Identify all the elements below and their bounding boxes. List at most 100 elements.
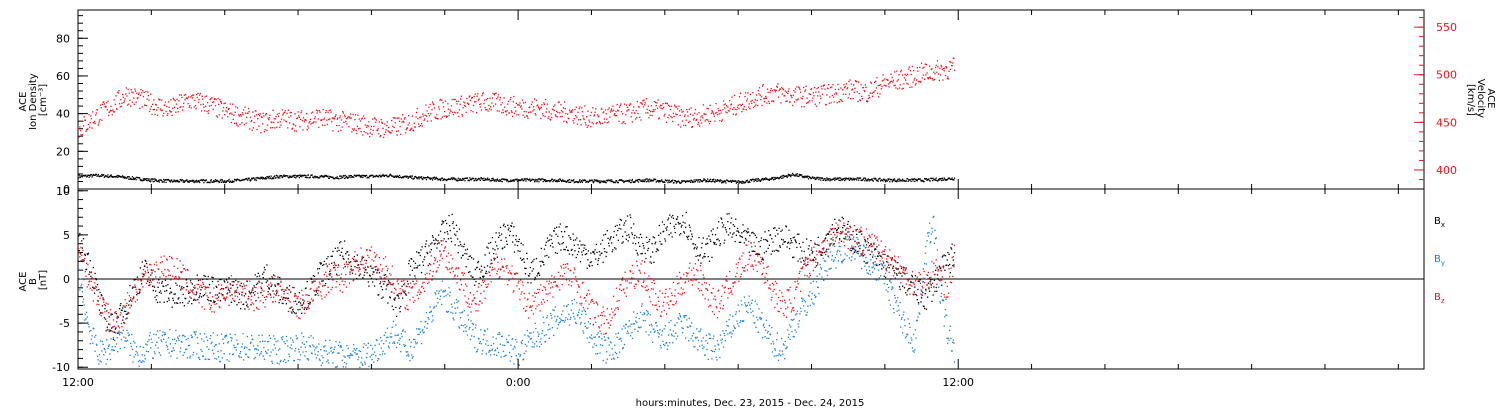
data-point — [389, 342, 391, 344]
data-point — [623, 121, 625, 123]
data-point — [121, 309, 123, 311]
data-point — [96, 109, 99, 111]
data-point — [411, 258, 413, 260]
data-point — [246, 347, 248, 349]
data-point — [96, 175, 99, 177]
data-point — [547, 240, 549, 242]
data-point — [875, 264, 877, 266]
data-point — [95, 279, 97, 281]
data-point — [674, 180, 676, 182]
data-point — [370, 344, 372, 346]
data-point — [195, 294, 197, 296]
data-point — [187, 302, 189, 304]
data-point — [782, 239, 785, 241]
data-point — [636, 117, 638, 119]
data-point — [340, 346, 343, 348]
data-point — [311, 353, 313, 355]
data-point — [420, 116, 422, 118]
data-point — [447, 108, 450, 110]
data-point — [515, 238, 517, 241]
data-point — [240, 308, 242, 310]
data-point — [78, 128, 80, 130]
data-point — [332, 130, 334, 132]
data-point — [230, 340, 233, 342]
data-point — [914, 275, 917, 277]
data-point — [842, 89, 844, 91]
data-point — [436, 243, 439, 245]
data-point — [542, 115, 544, 117]
data-point — [457, 180, 459, 182]
data-point — [886, 261, 888, 263]
data-point — [265, 114, 267, 116]
data-point — [205, 358, 207, 360]
data-point — [438, 234, 440, 236]
data-point — [233, 114, 235, 116]
data-point — [177, 298, 179, 300]
data-point — [442, 221, 445, 223]
data-point — [859, 99, 862, 102]
data-point — [469, 95, 471, 97]
data-point — [641, 252, 643, 255]
data-point — [814, 178, 816, 181]
data-point — [590, 126, 592, 128]
data-point — [380, 135, 382, 137]
data-point — [887, 83, 890, 85]
data-point — [947, 251, 949, 254]
data-point — [683, 180, 685, 182]
data-point — [78, 235, 80, 237]
data-point — [456, 179, 458, 181]
data-point — [664, 113, 666, 115]
data-point — [151, 179, 153, 181]
data-point — [133, 97, 135, 99]
data-point — [185, 297, 187, 300]
data-point — [351, 354, 354, 356]
data-point — [199, 92, 201, 95]
data-point — [905, 180, 907, 182]
data-point — [741, 111, 743, 113]
data-point — [161, 282, 163, 284]
data-point — [716, 179, 719, 181]
data-point — [635, 249, 637, 252]
data-point — [309, 346, 311, 348]
data-point — [153, 99, 155, 101]
data-point — [397, 342, 399, 344]
data-point — [598, 180, 600, 182]
data-point — [599, 254, 601, 256]
data-point — [812, 97, 814, 99]
data-point — [368, 365, 370, 368]
data-point — [91, 277, 93, 279]
data-point — [321, 362, 324, 364]
data-point — [250, 341, 252, 343]
data-point — [831, 224, 833, 226]
data-point — [223, 102, 225, 105]
data-point — [509, 98, 511, 101]
data-point — [751, 250, 753, 252]
data-point — [949, 272, 951, 274]
data-point — [766, 88, 769, 90]
data-point — [468, 96, 470, 98]
data-point — [744, 229, 746, 232]
data-point — [839, 179, 841, 182]
data-point — [776, 86, 778, 88]
data-point — [543, 180, 546, 182]
data-point — [390, 283, 392, 286]
data-point — [269, 294, 272, 296]
data-point — [366, 124, 368, 127]
data-point — [740, 241, 742, 243]
data-point — [90, 275, 92, 277]
data-point — [400, 292, 402, 294]
data-point — [711, 179, 714, 181]
data-point — [486, 265, 489, 267]
data-point — [855, 178, 857, 180]
data-point — [748, 180, 750, 182]
data-point — [133, 103, 135, 105]
data-point — [480, 103, 482, 105]
data-point — [476, 179, 478, 181]
data-point — [658, 118, 660, 120]
data-point — [181, 302, 184, 304]
data-point — [712, 112, 714, 114]
data-point — [947, 78, 950, 80]
data-point — [705, 119, 708, 121]
data-point — [449, 112, 451, 114]
data-point — [628, 181, 630, 183]
